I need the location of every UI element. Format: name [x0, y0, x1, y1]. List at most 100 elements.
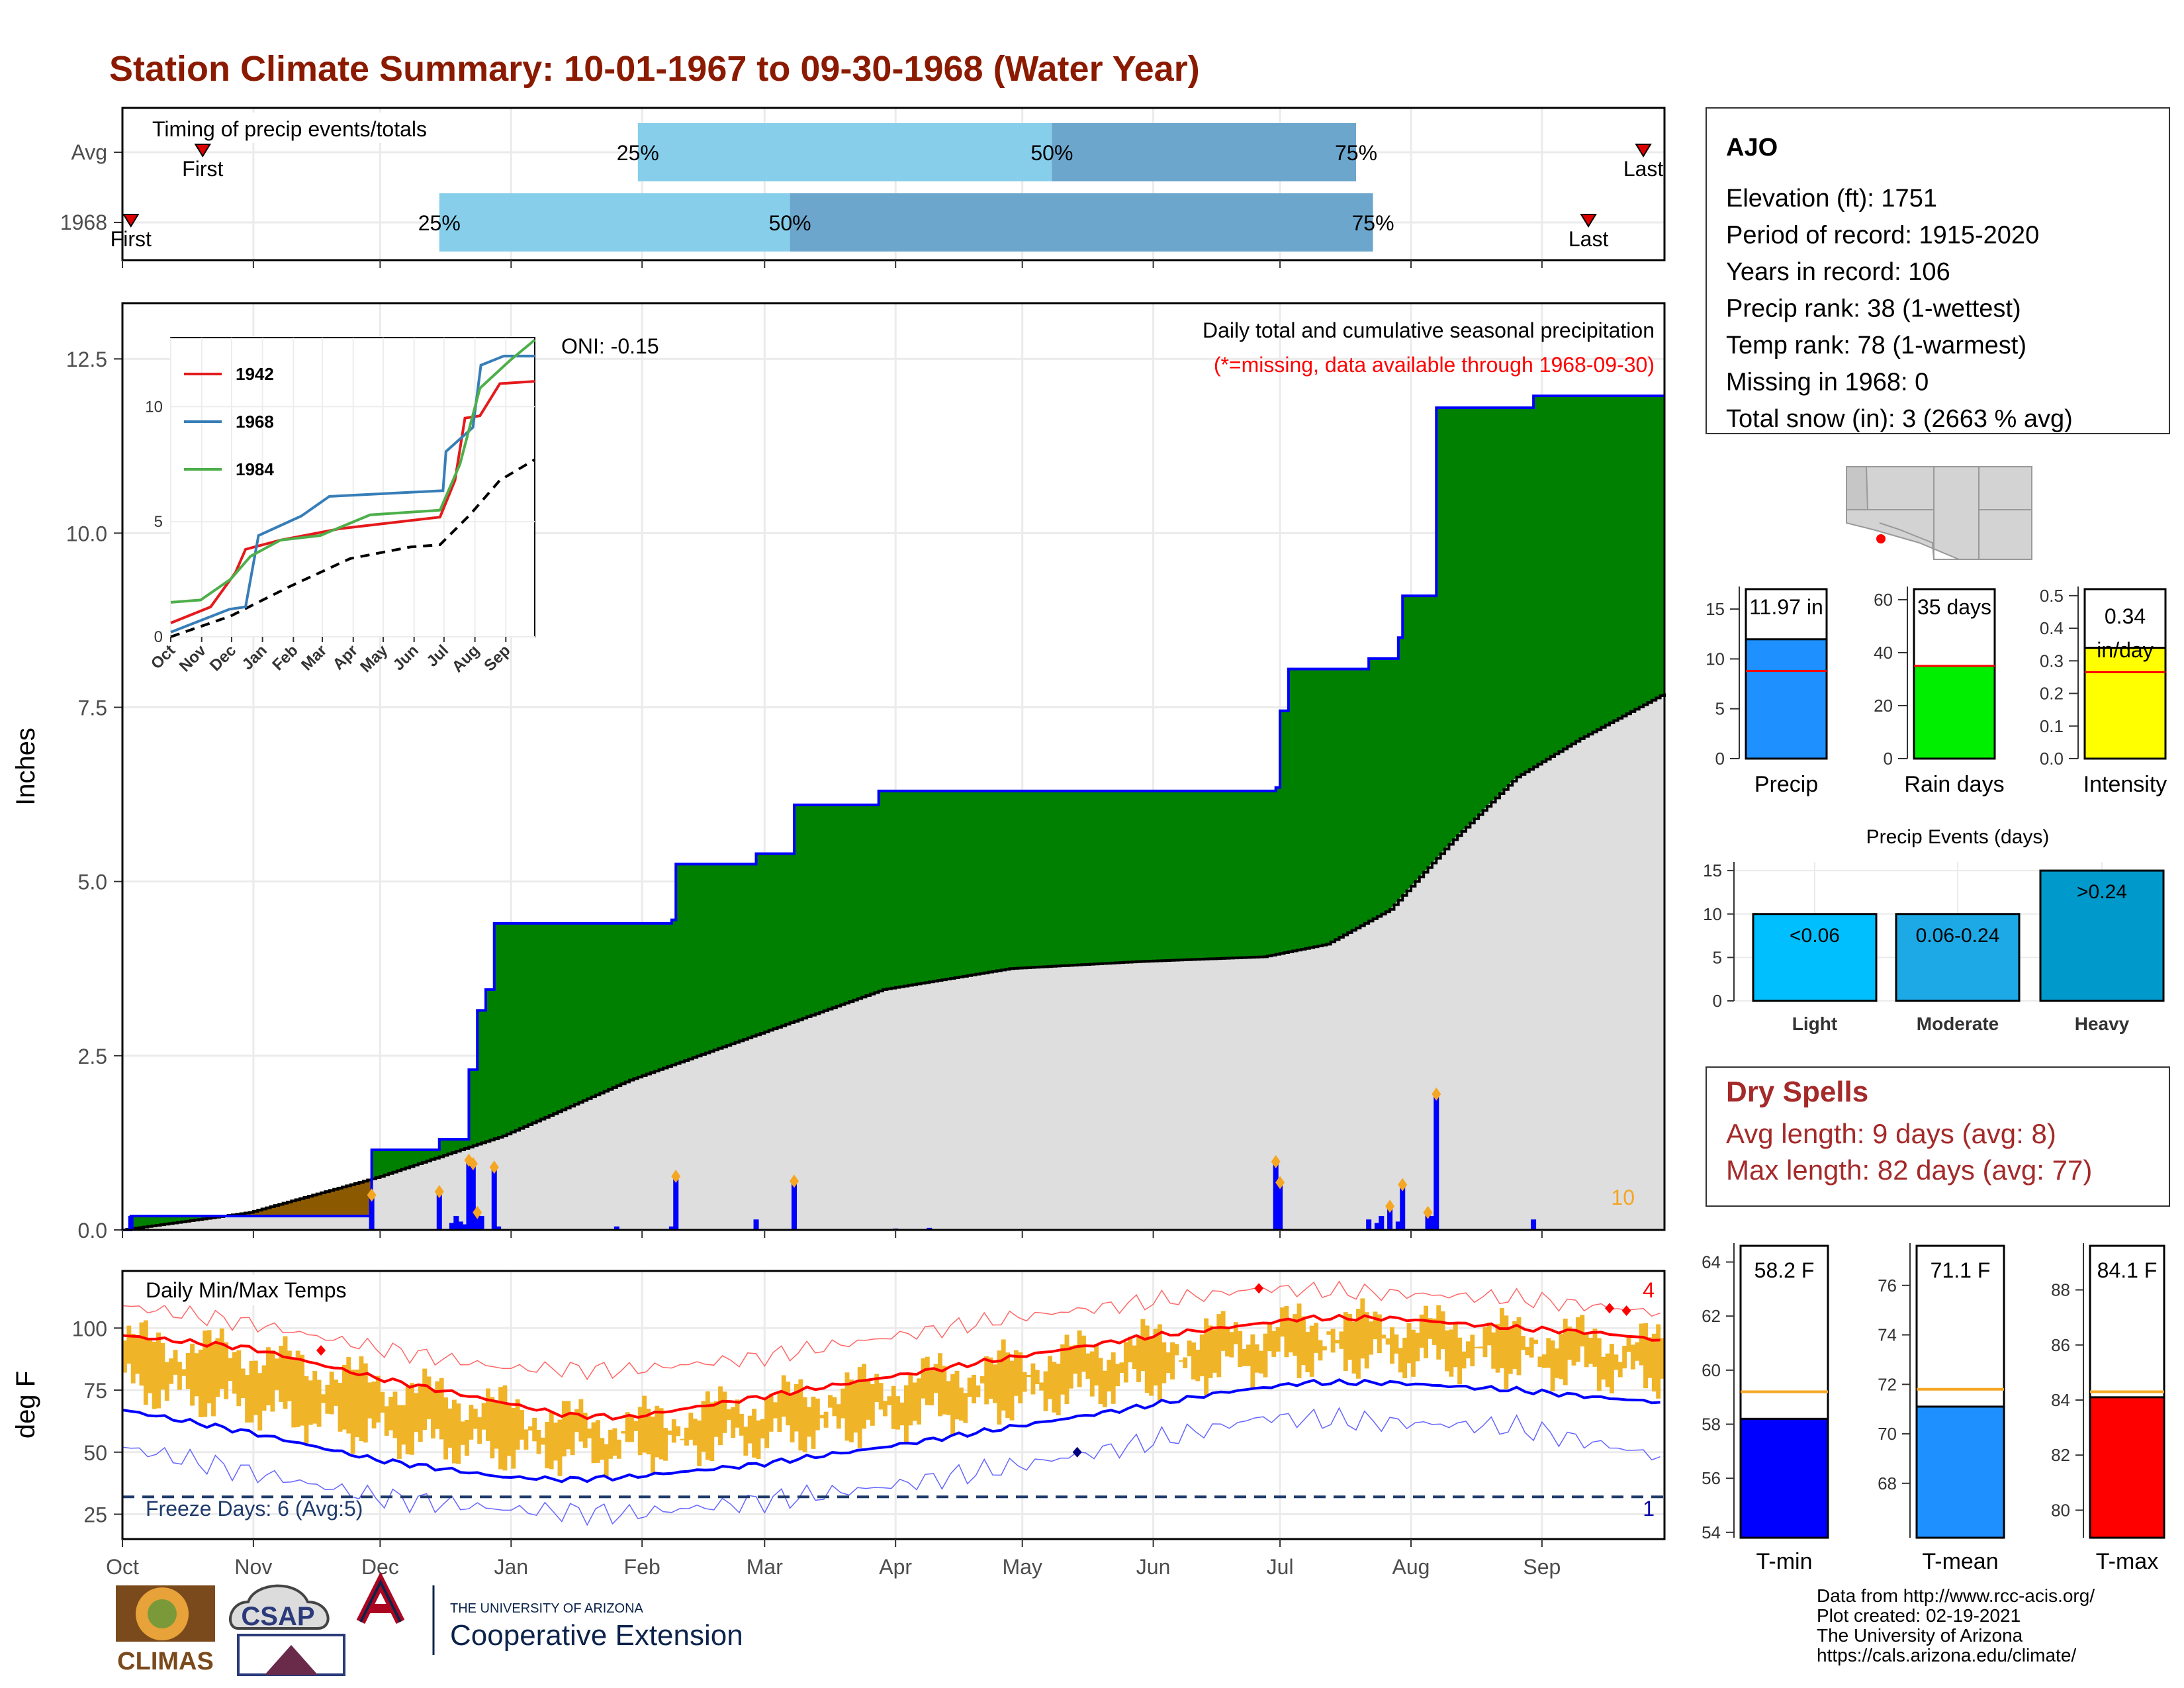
daily-temp-bar: [768, 1393, 774, 1432]
cumulative-avg-area: [122, 693, 1664, 1230]
heavy-event-marker: [1398, 1178, 1408, 1192]
month-label-may: May: [1002, 1555, 1042, 1579]
timing-last-label: Last: [1569, 227, 1609, 251]
events-bar-light: [1752, 913, 1878, 1002]
daily-temp-bar: [1085, 1353, 1091, 1379]
daily-temp-bar: [1626, 1335, 1631, 1352]
daily-temp-bar: [1326, 1331, 1332, 1335]
ua-big-text: Cooperative Extension: [450, 1619, 743, 1652]
daily-temp-bar: [1102, 1370, 1107, 1407]
totals-bar-label: Precip: [1754, 772, 1818, 797]
daily-temp-bar: [891, 1385, 896, 1429]
daily-temp-bar: [490, 1397, 495, 1459]
daily-temp-bar: [1656, 1324, 1661, 1399]
daily-temp-bar: [1013, 1350, 1019, 1396]
tempbar-ytick-label: 60: [1702, 1360, 1721, 1380]
daily-temp-bar: [1373, 1311, 1378, 1340]
daily-temp-bar: [946, 1381, 951, 1415]
month-label-mar: Mar: [747, 1555, 783, 1579]
page-title: Station Climate Summary: 10-01-1967 to 0…: [109, 49, 1200, 89]
daily-temp-bar: [1377, 1314, 1382, 1354]
totals-ytick-label: 10: [1706, 649, 1725, 669]
daily-temp-bar: [435, 1381, 440, 1429]
station-info-line: Period of record: 1915-2020: [1726, 222, 2039, 250]
timing-bar-q25-q50: [637, 123, 1052, 181]
inset-ytick-label: 5: [154, 513, 163, 531]
precip-corner-count: 10: [1611, 1186, 1635, 1209]
daily-temp-bar: [1584, 1333, 1589, 1368]
daily-temp-bar: [1271, 1331, 1277, 1357]
daily-temp-bar: [1161, 1342, 1167, 1383]
daily-temp-bar: [1651, 1333, 1657, 1392]
station-name: AJO: [1726, 134, 1778, 162]
daily-precip-bar: [1379, 1215, 1385, 1230]
daily-precip-bar: [1366, 1219, 1372, 1230]
events-bin-label: >0.24: [2077, 881, 2127, 903]
daily-temp-bar: [600, 1438, 605, 1460]
daily-temp-bar: [266, 1347, 271, 1405]
tempbar-label: T-mean: [1922, 1549, 1998, 1574]
daily-temp-bar: [832, 1397, 837, 1417]
daily-precip-bar: [449, 1223, 455, 1230]
record-max-line: [122, 1280, 1661, 1381]
daily-temp-bar: [1529, 1337, 1534, 1358]
events-ytick-label: 0: [1713, 991, 1722, 1011]
daily-temp-bar: [595, 1420, 600, 1463]
daily-temp-bar: [1567, 1327, 1572, 1360]
month-label-jan: Jan: [494, 1555, 528, 1579]
timing-q50-label: 50%: [1030, 141, 1073, 165]
daily-temp-bar: [1432, 1318, 1437, 1345]
daily-temp-bar: [1153, 1329, 1158, 1386]
daily-temp-bar: [388, 1397, 394, 1430]
daily-temp-bar: [1225, 1328, 1230, 1357]
daily-temp-bar: [418, 1384, 423, 1442]
events-ytick-label: 10: [1703, 904, 1722, 924]
daily-temp-bar: [334, 1380, 339, 1406]
daily-temp-bar: [1465, 1341, 1471, 1359]
daily-temp-bar: [1461, 1351, 1467, 1369]
daily-temp-bar: [1546, 1338, 1551, 1368]
station-info-line: Missing in 1968: 0: [1726, 369, 1929, 397]
daily-temp-bar: [1486, 1322, 1492, 1346]
daily-temp-bar: [1500, 1308, 1504, 1368]
daily-temp-bar: [819, 1415, 825, 1419]
daily-temp-bar: [676, 1426, 681, 1436]
daily-temp-bar: [823, 1411, 829, 1428]
daily-temp-bar: [1622, 1346, 1627, 1369]
daily-temp-bar: [798, 1379, 803, 1451]
daily-temp-bar: [143, 1320, 148, 1405]
daily-temp-bar: [1555, 1348, 1559, 1378]
daily-temp-bar: [1077, 1330, 1082, 1387]
station-info-box: AJO Elevation (ft): 1751 Period of record…: [1706, 107, 2170, 434]
daily-temp-bar: [1571, 1331, 1576, 1366]
daily-temp-bar: [1187, 1340, 1192, 1356]
temperature-bars: 54 56 58 60 62 64 58.2 F T-min 68 70 72 74 76 71.1 F T…: [1702, 1243, 2165, 1574]
daily-temp-bar: [1060, 1344, 1066, 1395]
daily-precip-bar: [1273, 1161, 1279, 1230]
daily-temp-bar: [1170, 1342, 1175, 1380]
tempbar-label: T-max: [2096, 1549, 2158, 1574]
daily-temp-bar: [1520, 1336, 1525, 1350]
tempbar-ytick-label: 86: [2051, 1335, 2070, 1355]
dry-spells-max: Max length: 82 days (avg: 77): [1726, 1154, 2092, 1186]
daily-temp-bar: [1601, 1356, 1606, 1380]
daily-temp-bar: [625, 1412, 630, 1442]
heavy-event-marker: [1275, 1176, 1285, 1190]
daily-temp-bar: [921, 1358, 926, 1399]
daily-temp-bar: [1335, 1340, 1340, 1344]
avg-max-line: [122, 1313, 1661, 1421]
daily-temp-bar: [1339, 1331, 1344, 1349]
daily-temp-bar: [701, 1401, 706, 1452]
daily-temp-bar: [1081, 1335, 1086, 1372]
daily-temp-bar: [1390, 1327, 1394, 1364]
daily-temp-bar: [355, 1370, 359, 1437]
daily-temp-bar: [465, 1419, 469, 1456]
daily-temp-bar: [1034, 1370, 1040, 1385]
timing-first-label: First: [111, 227, 152, 251]
daily-temp-bar: [1275, 1327, 1281, 1352]
daily-temp-bar: [1259, 1350, 1264, 1374]
daily-temp-bar: [917, 1378, 921, 1425]
record-high-count: 4: [1643, 1278, 1655, 1302]
daily-temp-bar: [460, 1421, 465, 1445]
daily-temp-bar: [1191, 1342, 1196, 1380]
